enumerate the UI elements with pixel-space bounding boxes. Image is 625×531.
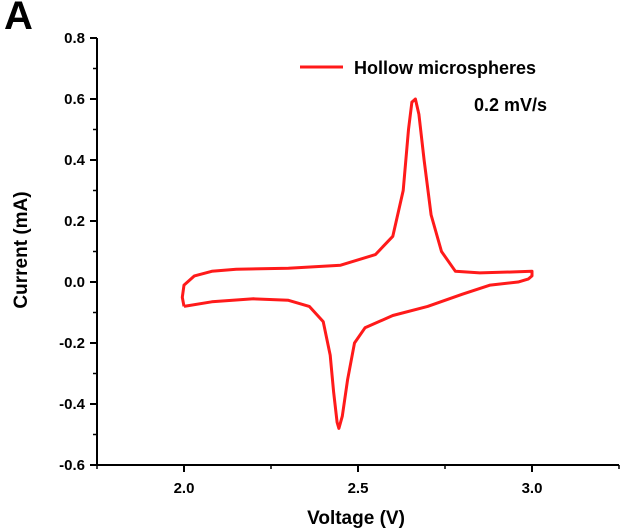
y-tick-label: 0.4 xyxy=(64,152,86,169)
y-tick-label: -0.6 xyxy=(59,457,85,474)
legend-label: Hollow microspheres xyxy=(354,58,536,78)
y-tick-label: -0.4 xyxy=(59,396,86,413)
x-tick-label: 2.0 xyxy=(174,480,195,497)
x-axis-ticks: 2.0 2.5 3.0 xyxy=(96,465,620,497)
series-line-hollow-microspheres xyxy=(180,97,534,430)
x-axis-title: Voltage (V) xyxy=(307,508,405,529)
y-axis-ticks: -0.6 -0.4 -0.2 0.0 0.2 0.4 0.6 0.8 xyxy=(59,30,97,474)
panel-label: A xyxy=(4,0,33,38)
y-tick-label: 0.8 xyxy=(64,30,85,47)
x-tick-label: 2.5 xyxy=(348,480,369,497)
y-tick-label: -0.2 xyxy=(59,335,85,352)
scan-rate-annotation: 0.2 mV/s xyxy=(474,95,547,115)
y-axis-title: Current (mA) xyxy=(11,191,32,308)
legend: Hollow microspheres xyxy=(300,58,536,78)
y-tick-label: 0.6 xyxy=(64,91,85,108)
y-tick-label: 0.0 xyxy=(64,274,85,291)
y-tick-label: 0.2 xyxy=(64,213,85,230)
x-tick-label: 3.0 xyxy=(522,480,543,497)
